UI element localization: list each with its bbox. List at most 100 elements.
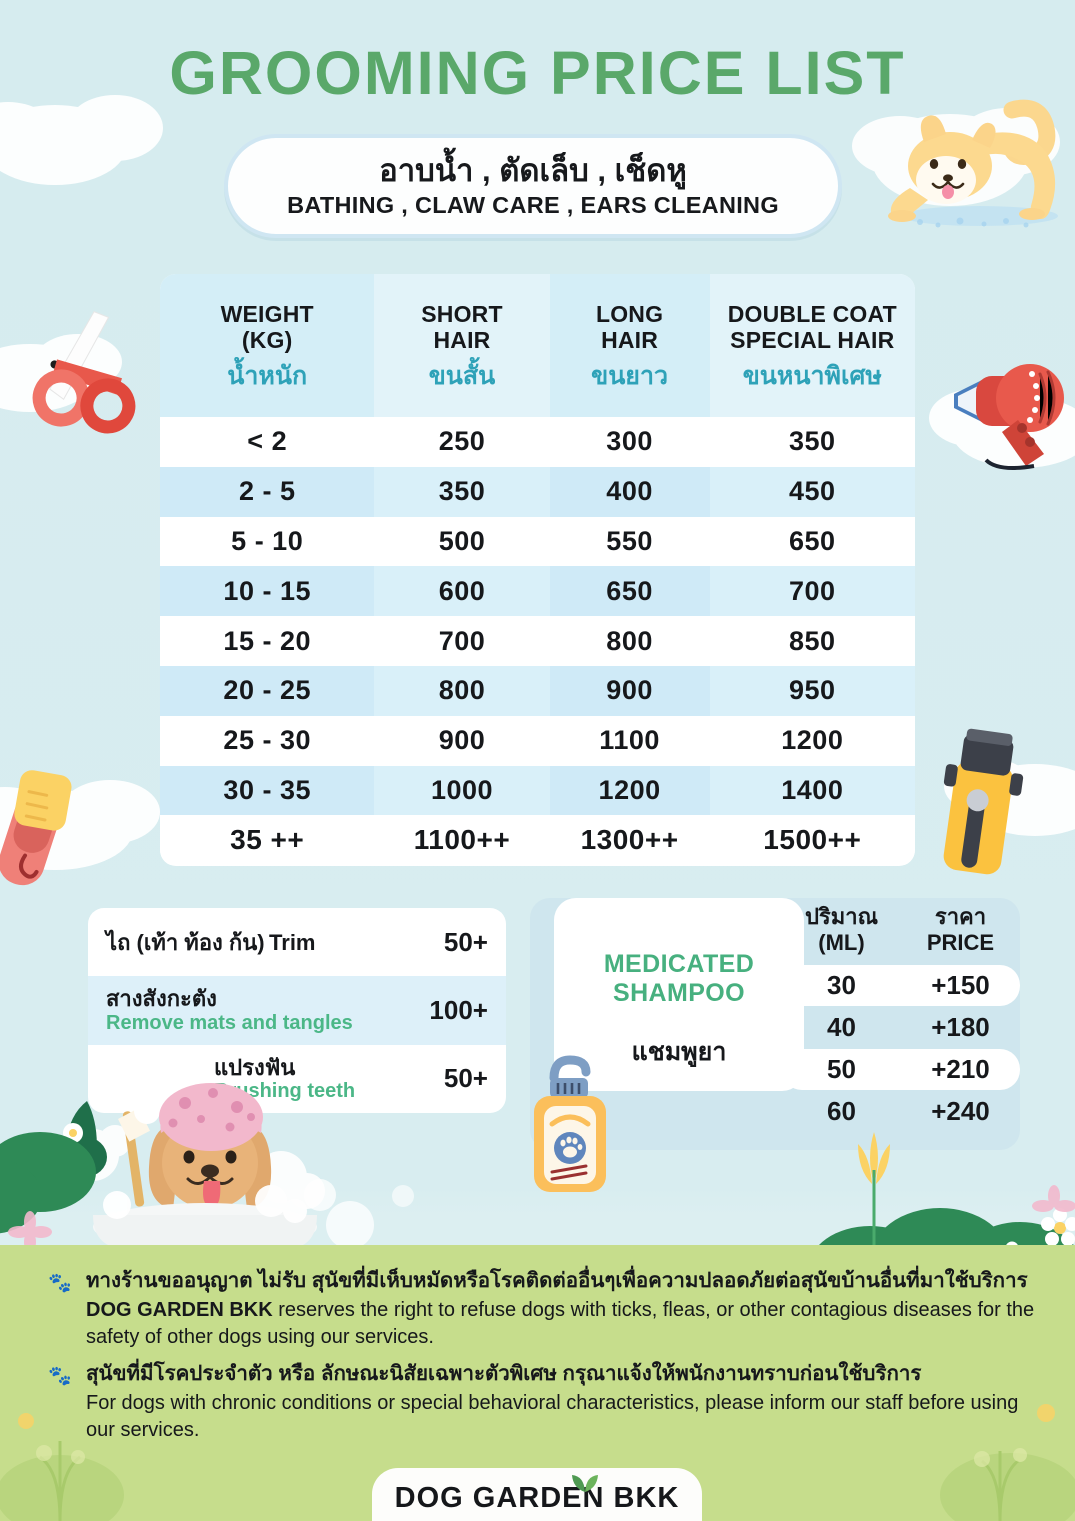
cell-price: +180 <box>931 1012 990 1042</box>
cell-weight: 2 - 5 <box>160 466 375 517</box>
service-english: Remove mats and tangles <box>106 1011 353 1034</box>
disclaimer-block: 🐾 ทางร้านขออนุญาต ไม่รับ สุนัขที่มีเห็บห… <box>48 1268 1038 1350</box>
hairdryer-icon <box>954 364 1064 470</box>
cell-long: 550 <box>549 516 710 567</box>
subtitle-english: BATHING , CLAW CARE , EARS CLEANING <box>287 191 779 218</box>
cell-short: 350 <box>374 466 550 517</box>
price-table-body: < 2 250 300 350 2 - 5 350 400 450 5 - 10 500 550… <box>160 417 915 866</box>
cell-weight: 25 - 30 <box>160 715 375 766</box>
clipper-icon <box>943 728 1024 875</box>
cell-double: 350 <box>709 417 915 467</box>
cell-weight: 35 ++ <box>160 815 375 866</box>
footer-foliage <box>0 1404 1075 1521</box>
cell-short: 250 <box>374 417 550 467</box>
col-header-long-hair: LONG HAIR ขนยาว <box>549 274 710 417</box>
cell-ml: 60 <box>827 1096 856 1126</box>
cell-weight: 30 - 35 <box>160 765 375 816</box>
col-header-weight: WEIGHT (KG) น้ำหนัก <box>160 274 375 417</box>
cell-long: 800 <box>549 616 710 666</box>
shampoo-table-header: ปริมาณ (ML) ราคา PRICE <box>782 904 1020 964</box>
cloud-shape <box>0 95 163 185</box>
table-row: 30 +150 <box>782 965 1020 1006</box>
shampoo-title-card <box>554 898 804 1091</box>
service-price: 100+ <box>429 994 488 1025</box>
price-table: WEIGHT (KG) น้ำหนัก SHORT HAIR ขนสั้น LONG… <box>160 274 915 866</box>
service-thai: สางสังกะตัง <box>106 986 217 1012</box>
cell-double: 950 <box>709 665 915 716</box>
cell-long: 1300++ <box>549 815 710 866</box>
cell-double: 850 <box>709 616 915 666</box>
table-row: 15 - 20 700 800 850 <box>160 616 915 666</box>
table-row: 40 +180 <box>782 1007 1020 1048</box>
cell-long: 1100 <box>549 715 710 766</box>
cell-long: 400 <box>549 466 710 517</box>
paw-icon: 🐾 <box>48 1366 72 1387</box>
dog-in-bathtub-illustration <box>55 1083 325 1251</box>
cell-short: 600 <box>374 566 550 617</box>
service-thai: ไถ (เท้า ท้อง ก้น) <box>106 929 265 955</box>
shampoo-title-thai: แชมพูยา <box>631 1038 727 1066</box>
service-price: 50+ <box>443 926 488 957</box>
logo-text: DOG GARDEN BKK <box>394 1481 680 1514</box>
paw-icon: 🐾 <box>48 1273 72 1294</box>
table-row: < 2 250 300 350 <box>160 417 915 467</box>
list-item: แปรงฟัน Brushing teeth 50+ <box>88 1045 506 1113</box>
cell-ml: 50 <box>827 1054 856 1084</box>
price-table-header: WEIGHT (KG) น้ำหนัก SHORT HAIR ขนสั้น LONG… <box>160 274 915 417</box>
cell-long: 650 <box>549 566 710 617</box>
cell-double: 1500++ <box>709 815 915 866</box>
shampoo-price-table: ปริมาณ (ML) ราคา PRICE 30 +150 40 +180 50 +21… <box>782 904 1020 1133</box>
cell-ml: 30 <box>827 970 856 1000</box>
cell-double: 700 <box>709 566 915 617</box>
disclaimer-english: For dogs with chronic conditions or spec… <box>86 1392 1019 1441</box>
cell-short: 500 <box>374 516 550 567</box>
cell-short: 1100++ <box>374 815 550 866</box>
disclaimer-block: 🐾 สุนัขที่มีโรคประจำตัว หรือ ลักษณะนิสัย… <box>48 1361 1038 1443</box>
col-header-double-coat: DOUBLE COAT SPECIAL HAIR ขนหนาพิเศษ <box>709 274 915 417</box>
cell-long: 300 <box>549 417 710 467</box>
disclaimer-thai: ทางร้านขออนุญาต ไม่รับ สุนัขที่มีเห็บหมั… <box>86 1269 1028 1292</box>
subtitle-thai: อาบน้ำ , ตัดเล็บ , เช็ดหู <box>379 153 687 189</box>
disclaimer-thai: สุนัขที่มีโรคประจำตัว หรือ ลักษณะนิสัยเฉ… <box>86 1362 922 1385</box>
disclaimer-english: DOG GARDEN BKK reserves the right to ref… <box>86 1299 1035 1348</box>
list-item: ไถ (เท้า ท้อง ก้น) Trim 50+ <box>88 908 506 976</box>
cell-weight: 15 - 20 <box>160 616 375 666</box>
shampoo-bottle-icon <box>534 1055 606 1192</box>
service-thai: แปรงฟัน <box>214 1054 296 1080</box>
cell-weight: 20 - 25 <box>160 665 375 716</box>
scissors-icon <box>32 310 136 434</box>
cell-short: 900 <box>374 715 550 766</box>
subtitle-pill: อาบน้ำ , ตัดเล็บ , เช็ดหู BATHING , CLAW… <box>224 134 842 238</box>
shiba-dog-illustration <box>888 99 1058 228</box>
cell-long: 1200 <box>549 765 710 816</box>
grooming-brush-icon <box>0 770 72 886</box>
col-header-short-hair: SHORT HAIR ขนสั้น <box>374 274 550 417</box>
col-header-volume: ปริมาณ (ML) <box>804 904 879 955</box>
cell-short: 800 <box>374 665 550 716</box>
cell-price: +150 <box>931 970 990 1000</box>
cell-double: 1400 <box>709 765 915 816</box>
cell-short: 700 <box>374 616 550 666</box>
cell-price: +240 <box>931 1096 990 1126</box>
col-header-price: ราคา PRICE <box>926 904 995 955</box>
table-row: 60 +240 <box>782 1091 1020 1132</box>
table-row: 20 - 25 800 900 950 <box>160 665 915 716</box>
price-table-card: WEIGHT (KG) น้ำหนัก SHORT HAIR ขนสั้น LONG… <box>160 274 915 866</box>
extra-services-card: ไถ (เท้า ท้อง ก้น) Trim 50+ สางสังกะตัง … <box>88 908 506 1113</box>
cell-weight: 10 - 15 <box>160 566 375 617</box>
shampoo-title: MEDICATED SHAMPOO <box>603 950 755 1007</box>
cell-double: 650 <box>709 516 915 567</box>
table-row: 25 - 30 900 1100 1200 <box>160 715 915 766</box>
table-row: 5 - 10 500 550 650 <box>160 516 915 567</box>
leaf-icon <box>572 1475 598 1492</box>
service-english: Trim <box>269 929 316 955</box>
medicated-shampoo-panel: MEDICATED SHAMPOO แชมพูยา ปริมาณ (ML) ราค… <box>530 898 1020 1158</box>
table-row: 10 - 15 600 650 700 <box>160 566 915 617</box>
table-row: 35 ++ 1100++ 1300++ 1500++ <box>160 815 915 866</box>
service-price: 50+ <box>443 1063 488 1094</box>
brand-logo: DOG GARDEN BKK <box>372 1468 702 1521</box>
page-title: GROOMING PRICE LIST <box>169 39 906 107</box>
cell-weight: 5 - 10 <box>160 516 375 567</box>
cell-long: 900 <box>549 665 710 716</box>
